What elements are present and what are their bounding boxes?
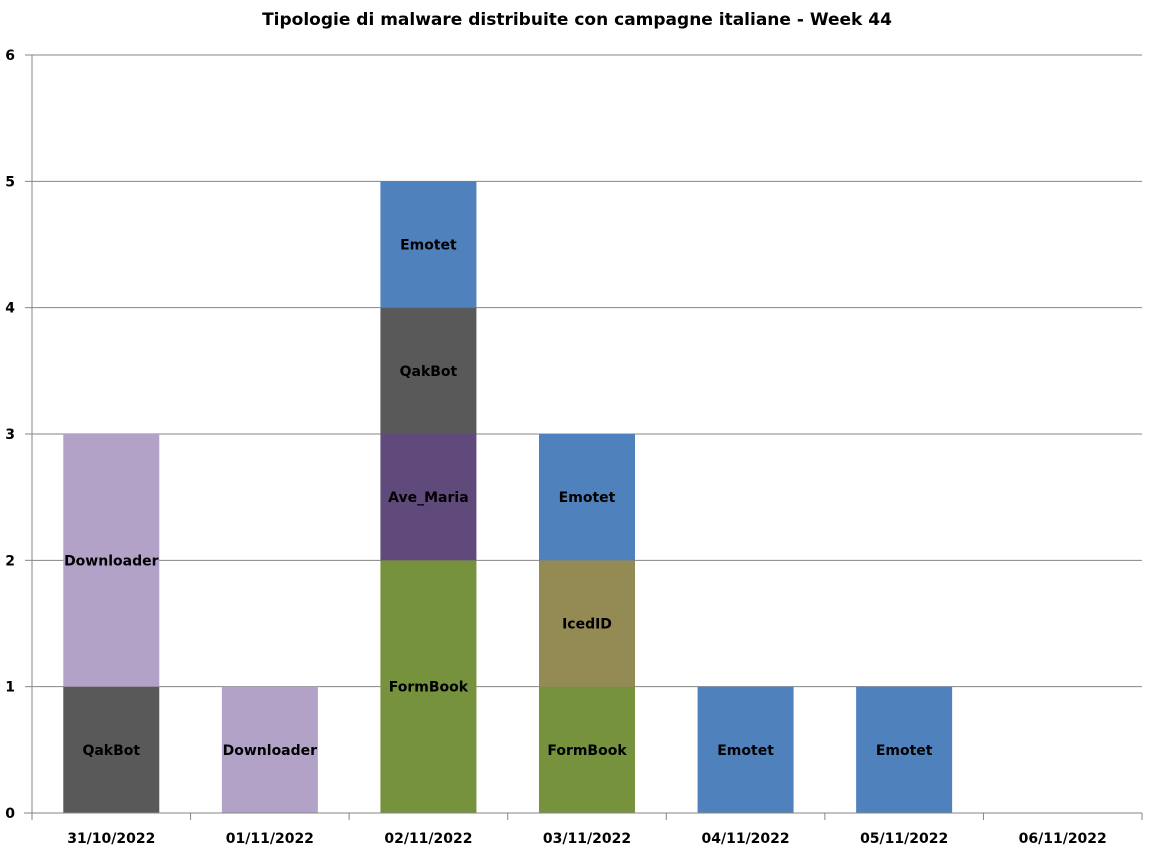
y-tick-label: 1: [5, 680, 15, 696]
x-tick-label: 01/11/2022: [226, 831, 314, 847]
data-label: Emotet: [400, 238, 457, 254]
x-tick-label: 03/11/2022: [543, 831, 631, 847]
x-tick-label: 31/10/2022: [67, 831, 155, 847]
chart-title: Tipologie di malware distribuite con cam…: [262, 10, 892, 30]
x-tick-label: 02/11/2022: [384, 831, 472, 847]
data-label: Emotet: [717, 743, 774, 759]
x-tick-label: 06/11/2022: [1019, 831, 1107, 847]
x-tick-label: 05/11/2022: [860, 831, 948, 847]
bar-segment: [539, 686, 635, 813]
data-label: Ave_Maria: [388, 490, 469, 506]
y-tick-label: 2: [5, 553, 15, 569]
y-tick-label: 5: [5, 174, 15, 190]
data-label: QakBot: [82, 743, 140, 759]
bar-segment: [63, 686, 160, 813]
data-label: Emotet: [559, 490, 616, 506]
data-label: FormBook: [547, 743, 627, 759]
y-tick-label: 0: [5, 806, 15, 822]
bar-segment: [539, 434, 635, 561]
bar-segment: [63, 434, 160, 687]
bar-segment: [380, 181, 477, 308]
data-label: IcedID: [562, 617, 612, 633]
bar-segment: [221, 686, 318, 813]
y-tick-label: 3: [5, 427, 15, 443]
data-label: Emotet: [876, 743, 933, 759]
bar-segment: [380, 560, 477, 813]
y-tick-label: 6: [5, 48, 15, 64]
data-label: QakBot: [400, 364, 458, 380]
data-label: Downloader: [223, 743, 318, 759]
bar-segment: [539, 560, 635, 687]
y-tick-label: 4: [5, 301, 15, 317]
bar-segment: [697, 686, 794, 813]
bar-segment: [380, 434, 477, 561]
data-label: FormBook: [389, 680, 469, 696]
data-label: Downloader: [64, 553, 159, 569]
bar-segment: [856, 686, 953, 813]
bar-segment: [380, 307, 477, 434]
x-tick-label: 04/11/2022: [701, 831, 789, 847]
